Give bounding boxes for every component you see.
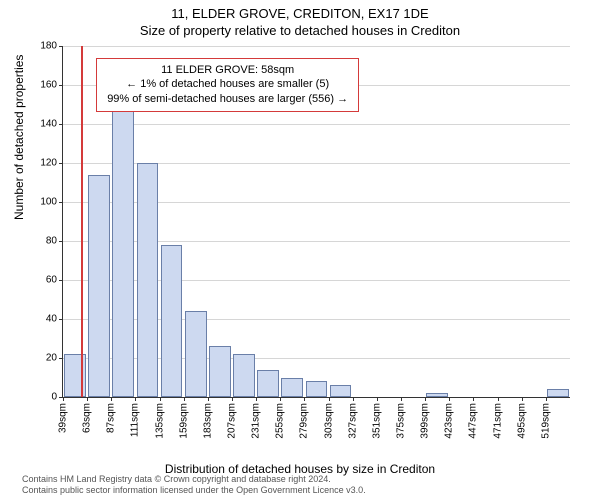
callout-line: 11 ELDER GROVE: 58sqm bbox=[107, 63, 348, 78]
attribution-line-1: Contains HM Land Registry data © Crown c… bbox=[22, 474, 366, 485]
x-tick-mark bbox=[546, 397, 547, 401]
y-tick-label: 0 bbox=[27, 392, 57, 403]
x-tick-mark bbox=[425, 397, 426, 401]
x-tick-mark bbox=[111, 397, 112, 401]
y-tick-mark bbox=[59, 358, 63, 359]
x-tick-label: 375sqm bbox=[396, 403, 407, 439]
x-tick-mark bbox=[280, 397, 281, 401]
y-tick-mark bbox=[59, 85, 63, 86]
y-tick-mark bbox=[59, 202, 63, 203]
x-tick-label: 447sqm bbox=[468, 403, 479, 439]
x-tick-label: 495sqm bbox=[516, 403, 527, 439]
attribution-text: Contains HM Land Registry data © Crown c… bbox=[22, 474, 366, 496]
x-tick-label: 159sqm bbox=[178, 403, 189, 439]
x-tick-mark bbox=[329, 397, 330, 401]
y-tick-label: 120 bbox=[27, 158, 57, 169]
x-tick-label: 279sqm bbox=[299, 403, 310, 439]
y-tick-label: 40 bbox=[27, 314, 57, 325]
y-tick-mark bbox=[59, 163, 63, 164]
x-tick-mark bbox=[522, 397, 523, 401]
y-tick-mark bbox=[59, 124, 63, 125]
x-tick-label: 255sqm bbox=[275, 403, 286, 439]
grid-line bbox=[63, 124, 570, 125]
x-tick-mark bbox=[87, 397, 88, 401]
x-tick-mark bbox=[473, 397, 474, 401]
attribution-line-2: Contains public sector information licen… bbox=[22, 485, 366, 496]
x-tick-label: 423sqm bbox=[444, 403, 455, 439]
histogram-bar bbox=[281, 378, 303, 398]
x-tick-label: 135sqm bbox=[154, 403, 165, 439]
x-tick-mark bbox=[184, 397, 185, 401]
x-tick-label: 111sqm bbox=[130, 403, 141, 437]
y-tick-label: 60 bbox=[27, 275, 57, 286]
x-tick-mark bbox=[498, 397, 499, 401]
x-tick-label: 39sqm bbox=[58, 403, 69, 433]
y-tick-label: 20 bbox=[27, 353, 57, 364]
chart-area: 02040608010012014016018039sqm63sqm87sqm1… bbox=[62, 46, 570, 398]
callout-box: 11 ELDER GROVE: 58sqm← 1% of detached ho… bbox=[96, 58, 359, 113]
y-tick-label: 100 bbox=[27, 197, 57, 208]
histogram-bar bbox=[547, 389, 569, 397]
y-tick-mark bbox=[59, 46, 63, 47]
x-tick-label: 63sqm bbox=[82, 403, 93, 433]
x-tick-label: 207sqm bbox=[227, 403, 238, 439]
y-tick-mark bbox=[59, 319, 63, 320]
callout-line: ← 1% of detached houses are smaller (5) bbox=[107, 77, 348, 92]
histogram-bar bbox=[306, 381, 328, 397]
x-tick-mark bbox=[401, 397, 402, 401]
x-tick-label: 183sqm bbox=[202, 403, 213, 439]
histogram-bar bbox=[426, 393, 448, 397]
histogram-bar bbox=[112, 108, 134, 397]
reference-line bbox=[81, 46, 83, 397]
histogram-bar bbox=[185, 311, 207, 397]
page-title-subtitle: Size of property relative to detached ho… bbox=[0, 21, 600, 38]
x-tick-mark bbox=[160, 397, 161, 401]
y-tick-label: 140 bbox=[27, 119, 57, 130]
x-tick-label: 519sqm bbox=[540, 403, 551, 439]
histogram-bar bbox=[161, 245, 183, 397]
x-tick-mark bbox=[304, 397, 305, 401]
histogram-bar bbox=[233, 354, 255, 397]
x-tick-mark bbox=[232, 397, 233, 401]
x-tick-mark bbox=[449, 397, 450, 401]
x-tick-label: 327sqm bbox=[347, 403, 358, 439]
x-tick-mark bbox=[353, 397, 354, 401]
x-tick-label: 87sqm bbox=[106, 403, 117, 433]
y-tick-label: 80 bbox=[27, 236, 57, 247]
x-tick-mark bbox=[135, 397, 136, 401]
y-tick-label: 160 bbox=[27, 80, 57, 91]
y-tick-label: 180 bbox=[27, 41, 57, 52]
x-tick-mark bbox=[377, 397, 378, 401]
x-tick-label: 471sqm bbox=[492, 403, 503, 439]
page-title-address: 11, ELDER GROVE, CREDITON, EX17 1DE bbox=[0, 0, 600, 21]
histogram-plot: 02040608010012014016018039sqm63sqm87sqm1… bbox=[62, 46, 570, 398]
histogram-bar bbox=[137, 163, 159, 397]
histogram-bar bbox=[88, 175, 110, 397]
y-tick-mark bbox=[59, 241, 63, 242]
histogram-bar bbox=[330, 385, 352, 397]
y-tick-mark bbox=[59, 280, 63, 281]
x-tick-mark bbox=[208, 397, 209, 401]
x-tick-label: 231sqm bbox=[251, 403, 262, 439]
callout-line: 99% of semi-detached houses are larger (… bbox=[107, 92, 348, 107]
grid-line bbox=[63, 46, 570, 47]
x-tick-mark bbox=[256, 397, 257, 401]
histogram-bar bbox=[257, 370, 279, 397]
x-tick-mark bbox=[63, 397, 64, 401]
y-axis-label: Number of detached properties bbox=[12, 55, 26, 220]
x-tick-label: 303sqm bbox=[323, 403, 334, 439]
x-tick-label: 351sqm bbox=[371, 403, 382, 439]
x-tick-label: 399sqm bbox=[420, 403, 431, 439]
histogram-bar bbox=[209, 346, 231, 397]
